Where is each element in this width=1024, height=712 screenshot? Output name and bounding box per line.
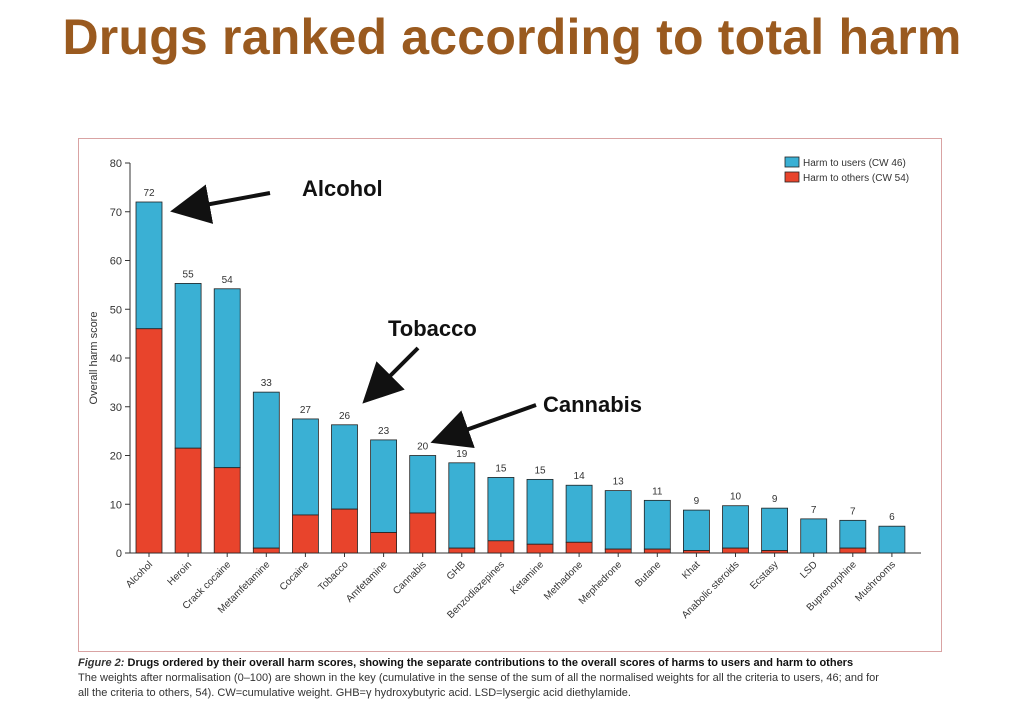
arrow-tobacco (362, 346, 420, 404)
bar-harm-to-users (878, 525, 906, 554)
bar-harm-to-users (722, 505, 749, 549)
bar-harm-to-users (604, 490, 632, 550)
y-tick-label: 50 (110, 304, 122, 316)
caption-line-3: all the criteria to others, 54). CW=cumu… (78, 687, 631, 699)
bar-harm-to-users (174, 283, 202, 449)
bar-harm-to-others (174, 447, 202, 554)
y-tick-label: 30 (110, 402, 122, 414)
bar-harm-to-others (291, 514, 319, 554)
bar-total-label: 19 (456, 449, 468, 460)
bar-harm-to-users (643, 499, 671, 550)
bar-total-label: 33 (261, 378, 273, 389)
figure-frame: 0 10 20 30 40 50 60 70 80 Overall harm score 72 Alc… (78, 138, 942, 652)
bar-total-label: 11 (652, 486, 663, 497)
bar-total-label: 27 (300, 405, 312, 416)
bar-total-label: 55 (183, 269, 195, 280)
annotation-cannabis: Cannabis (543, 392, 643, 417)
harm-bar-chart: 0 10 20 30 40 50 60 70 80 Overall harm score 72 Alc… (88, 156, 921, 621)
bar-total-label: 15 (495, 463, 507, 474)
caption-figure-label: Figure 2: (78, 657, 125, 669)
bar-harm-to-users (331, 424, 358, 510)
bar-harm-to-users (487, 477, 515, 542)
bar-harm-to-users (370, 439, 398, 533)
y-tick-label: 0 (116, 548, 122, 560)
arrow-alcohol (170, 184, 271, 224)
legend-label-others: Harm to others (CW 54) (803, 173, 909, 184)
figure-caption: Figure 2: Drugs ordered by their overall… (78, 656, 978, 701)
bar-total-label: 14 (574, 471, 586, 482)
bar-total-label: 26 (339, 411, 351, 422)
legend-label-users: Harm to users (CW 46) (803, 158, 906, 169)
bar-total-label: 6 (889, 512, 895, 523)
bar-harm-to-users (800, 518, 828, 554)
annotation-alcohol: Alcohol (302, 176, 383, 201)
y-tick-label: 80 (110, 158, 122, 170)
bar-harm-to-users (565, 484, 593, 543)
y-tick-label: 20 (110, 451, 122, 463)
arrow-cannabis (430, 403, 537, 449)
legend-swatch-others (784, 171, 800, 183)
bar-harm-to-users (213, 288, 241, 469)
y-tick-label: 70 (110, 207, 122, 219)
bar-harm-to-others (135, 328, 163, 554)
slide-title: Drugs ranked according to total harm (62, 9, 962, 65)
y-tick-label: 10 (110, 499, 122, 511)
y-tick-label: 60 (110, 256, 122, 268)
bar-harm-to-users (291, 418, 319, 516)
annotation-tobacco: Tobacco (388, 316, 477, 341)
bar-total-label: 54 (222, 275, 234, 286)
bar-harm-to-users (683, 509, 710, 551)
bar-harm-to-users (409, 455, 437, 514)
bar-harm-to-users (839, 519, 867, 549)
bar-total-label: 20 (417, 442, 429, 453)
y-axis-label: Overall harm score (88, 312, 100, 405)
bar-total-label: 15 (534, 465, 546, 476)
bar-total-label: 13 (613, 477, 625, 488)
bar-total-label: 72 (143, 188, 155, 199)
caption-line-2: The weights after normalisation (0–100) … (78, 672, 879, 684)
bar-total-label: 7 (811, 505, 817, 516)
bar-total-label: 7 (850, 506, 856, 517)
bar-total-label: 9 (772, 494, 778, 505)
legend-swatch-users (784, 156, 800, 168)
bar-total-label: 10 (730, 492, 742, 503)
bar-total-label: 9 (694, 496, 700, 507)
y-tick-label: 40 (110, 353, 122, 365)
bar-total-label: 23 (378, 426, 390, 437)
caption-title: Drugs ordered by their overall harm scor… (124, 657, 854, 669)
bar-harm-to-users (761, 507, 788, 551)
